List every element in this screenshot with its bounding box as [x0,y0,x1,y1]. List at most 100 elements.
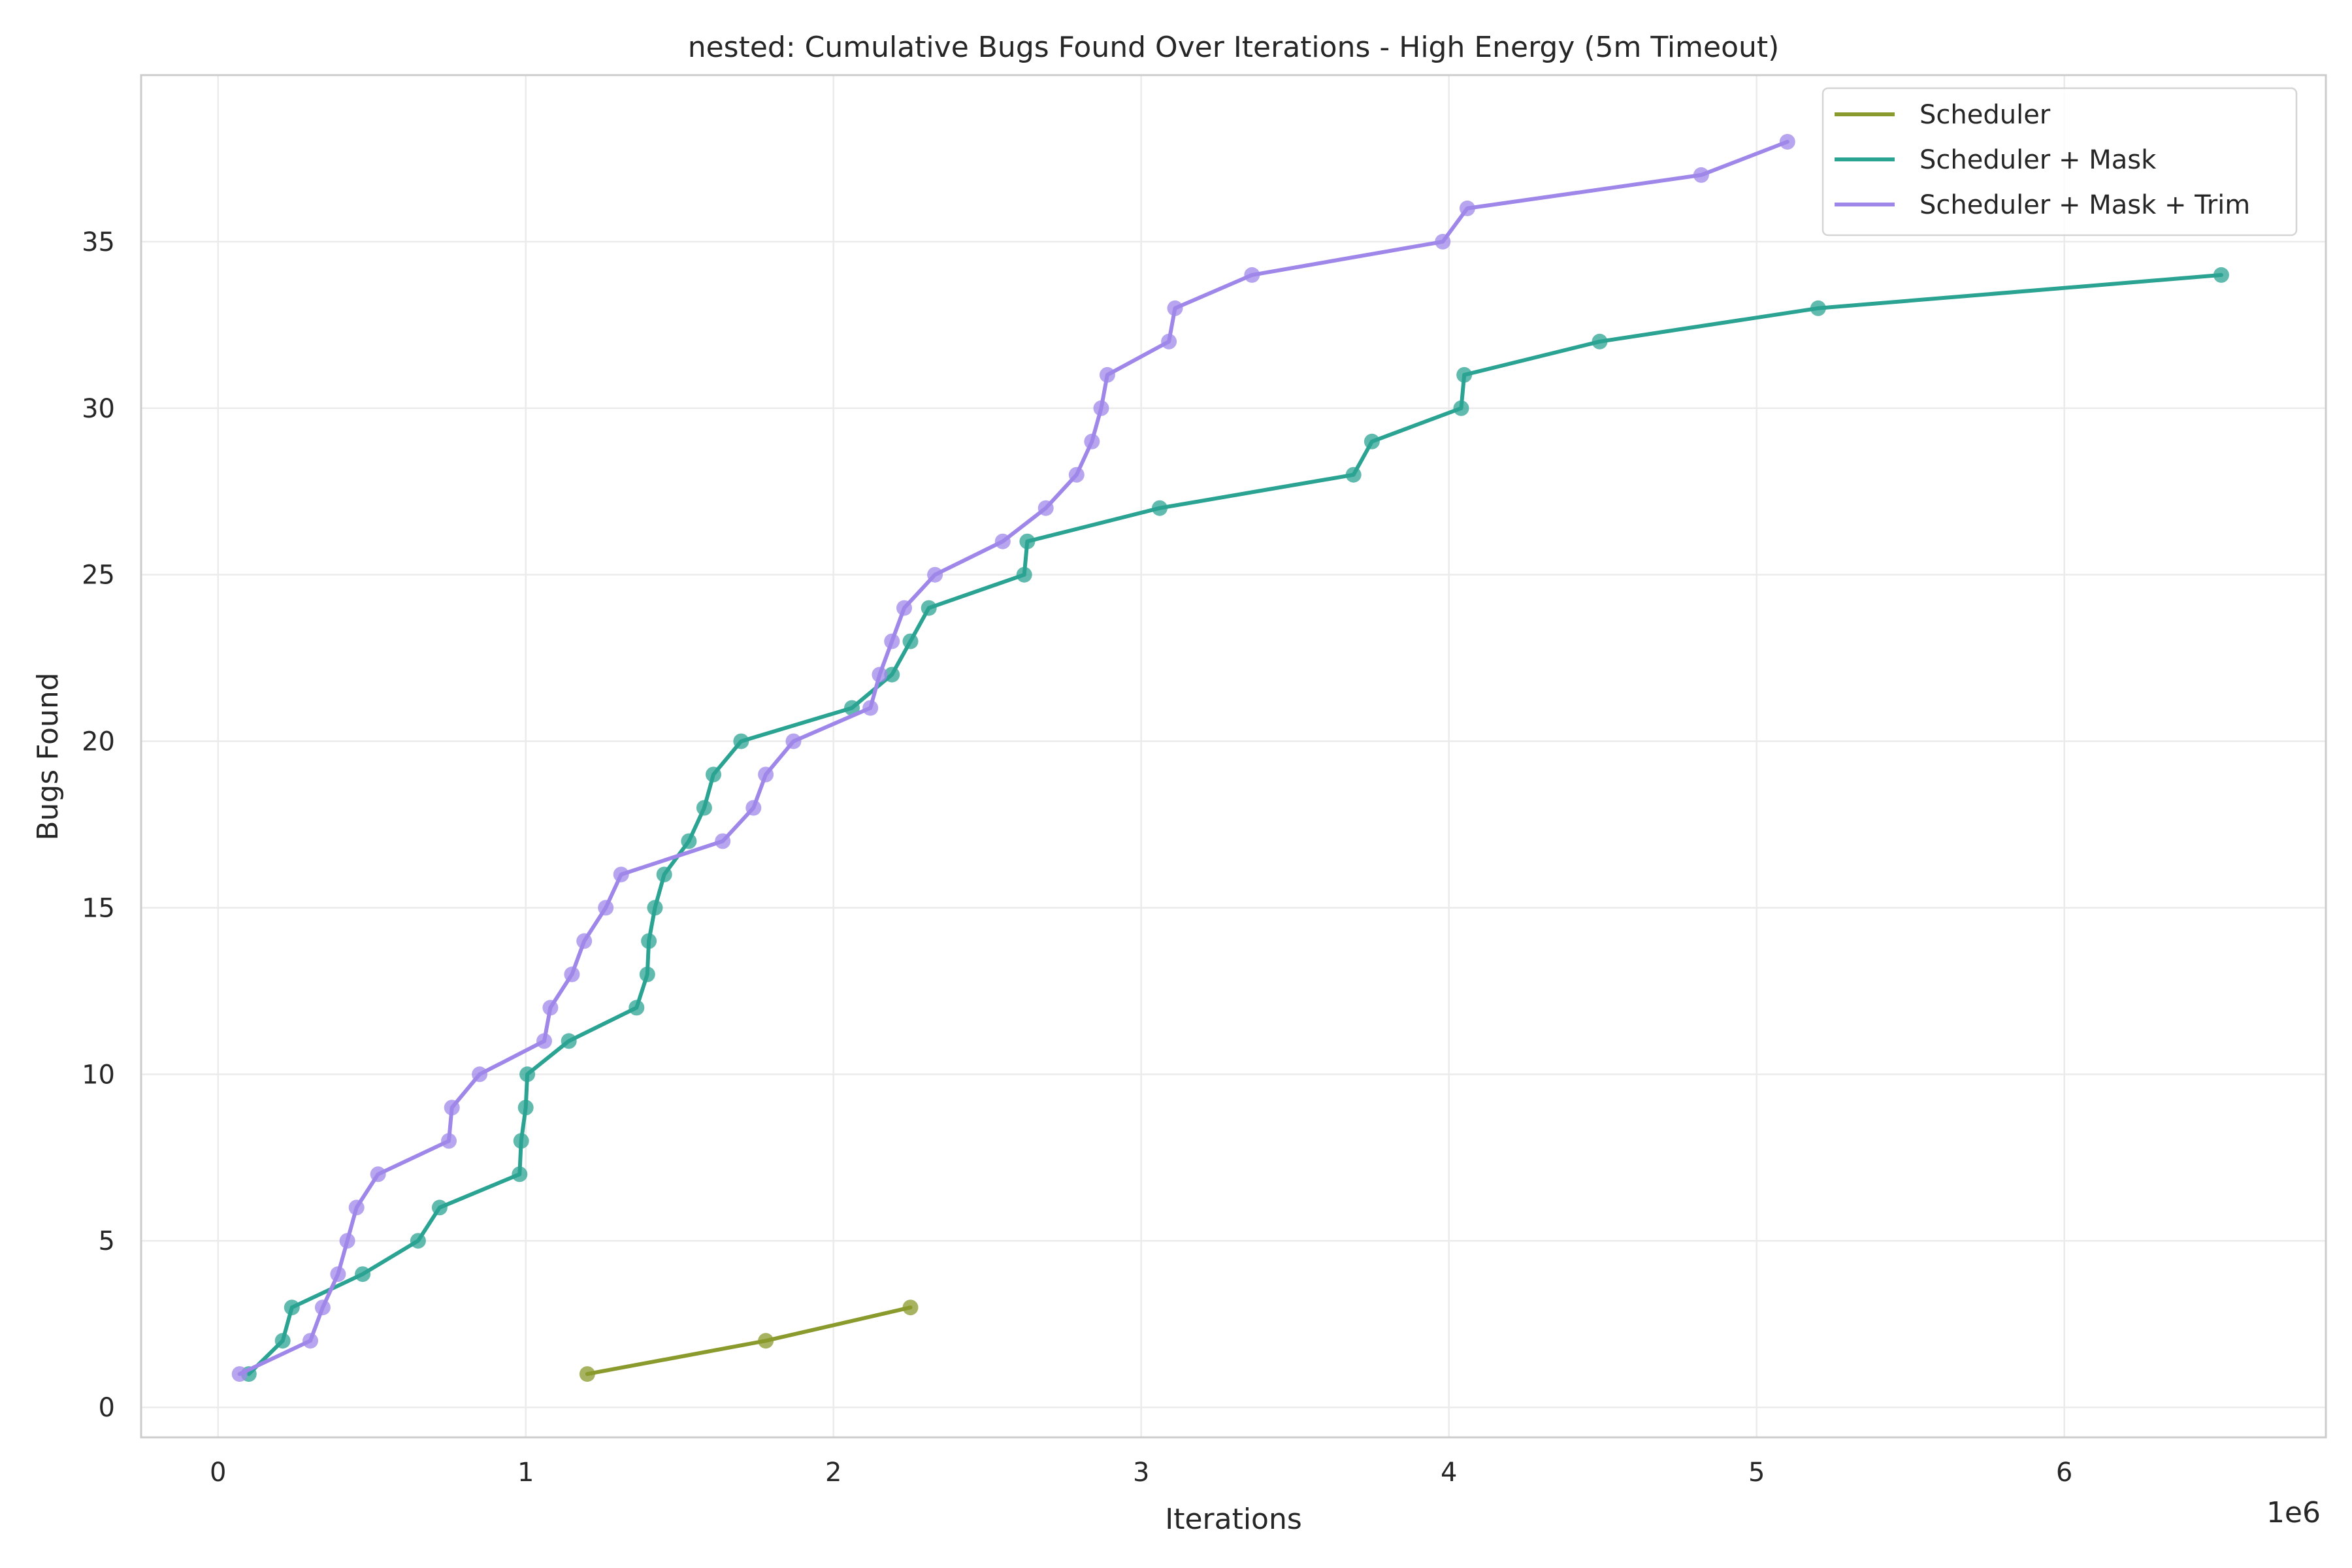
series-scheduler [579,1299,919,1382]
data-point-scheduler-mask [1810,300,1826,316]
plot-frame [140,74,2327,1439]
data-point-scheduler-mask-trim [536,1033,552,1049]
y-tick-label: 30 [82,394,115,424]
y-tick-label: 10 [82,1060,115,1090]
data-point-scheduler-mask [517,1100,534,1116]
data-point-scheduler-mask [884,666,900,683]
series-scheduler-mask [240,267,2229,1382]
x-axis-label: Iterations [1165,1503,1302,1536]
data-point-scheduler-mask-trim [564,966,580,983]
y-tick-labels: 0 5 10 15 20 25 30 35 [82,227,115,1423]
data-point-scheduler-mask [1364,433,1380,449]
series-scheduler-mask-trim [231,134,1795,1382]
series-layer [231,134,2229,1382]
legend-label-scheduler-mask: Scheduler + Mask [1919,145,2157,175]
x-tick-label: 1 [517,1458,534,1488]
legend-label-scheduler: Scheduler [1919,100,2051,130]
data-point-scheduler-mask [656,866,672,883]
y-tick-label: 35 [82,227,115,257]
data-point-scheduler-mask-trim [576,933,593,949]
data-point-scheduler-mask-trim [1084,433,1100,449]
data-point-scheduler-mask-trim [542,1000,559,1016]
data-point-scheduler-mask [1345,466,1362,483]
data-point-scheduler-mask [1453,400,1469,416]
data-point-scheduler-mask-trim [613,866,629,883]
data-point-scheduler [902,1299,919,1316]
legend-label-scheduler-mask-trim: Scheduler + Mask + Trim [1919,190,2250,220]
series-line-scheduler-mask-trim [237,140,1789,1377]
data-point-scheduler-mask-trim [862,700,879,716]
data-point-scheduler-mask [1592,333,1608,350]
data-point-scheduler-mask-trim [1779,134,1795,150]
data-point-scheduler-mask-trim [339,1233,355,1249]
data-point-scheduler-mask-trim [314,1299,331,1316]
series-line-scheduler [585,1305,913,1377]
data-point-scheduler-mask [1019,533,1036,549]
data-point-scheduler-mask [513,1133,529,1149]
data-point-scheduler-mask [512,1166,528,1183]
data-point-scheduler-mask [681,833,697,849]
data-point-scheduler-mask [696,800,712,816]
data-point-scheduler-mask [733,733,749,749]
data-point-scheduler-mask [647,900,663,916]
series-line-scheduler-mask [246,272,2223,1377]
data-point-scheduler-mask-trim [994,533,1011,549]
data-point-scheduler-mask [1016,566,1032,583]
data-point-scheduler-mask-trim [745,800,762,816]
x-tick-labels: 0 1 2 3 4 5 6 [210,1458,2072,1488]
data-point-scheduler-mask-trim [884,633,900,649]
x-offset-label: 1e6 [2266,1496,2321,1529]
data-point-scheduler-mask-trim [927,566,943,583]
data-point-scheduler-mask [2213,267,2229,283]
data-point-scheduler-mask-trim [598,900,614,916]
y-tick-label: 15 [82,893,115,923]
x-tick-label: 6 [2056,1458,2072,1488]
data-point-scheduler-mask-trim [1693,167,1709,183]
data-point-scheduler-mask-trim [715,833,731,849]
legend-box [1821,87,2298,237]
x-tick-label: 4 [1441,1458,1457,1488]
y-axis-label: Bugs Found [31,672,65,840]
data-point-scheduler-mask [519,1066,536,1083]
data-point-scheduler-mask [284,1299,300,1316]
data-point-scheduler-mask [639,966,655,983]
data-point-scheduler-mask [921,600,937,616]
data-point-scheduler-mask [844,700,860,716]
data-point-scheduler-mask [355,1266,371,1282]
data-point-scheduler-mask-trim [1161,333,1177,350]
data-point-scheduler-mask-trim [1093,400,1109,416]
x-tick-label: 3 [1133,1458,1149,1488]
data-point-scheduler-mask-trim [1167,300,1183,316]
data-point-scheduler-mask-trim [785,733,802,749]
legend: Scheduler Scheduler + Mask Scheduler + M… [1821,87,2298,237]
data-point-scheduler-mask-trim [758,766,774,783]
data-point-scheduler [758,1333,774,1349]
data-point-scheduler-mask-trim [472,1066,488,1083]
data-point-scheduler-mask-trim [1459,200,1475,216]
data-point-scheduler-mask-trim [231,1366,248,1382]
data-point-scheduler-mask-trim [441,1133,457,1149]
data-point-scheduler-mask-trim [370,1166,386,1183]
data-point-scheduler-mask-trim [1037,500,1054,516]
y-tick-label: 0 [99,1393,115,1423]
y-tick-label: 5 [99,1226,115,1256]
data-point-scheduler-mask-trim [330,1266,346,1282]
y-tick-label: 25 [82,561,115,591]
data-point-scheduler-mask-trim [1068,466,1085,483]
data-point-scheduler-mask [641,933,657,949]
data-point-scheduler-mask [274,1333,291,1349]
data-point-scheduler-mask-trim [302,1333,318,1349]
x-tick-label: 0 [210,1458,226,1488]
data-point-scheduler-mask-trim [1435,233,1451,250]
data-point-scheduler-mask-trim [1099,367,1115,383]
data-point-scheduler-mask [561,1033,577,1049]
data-point-scheduler-mask-trim [872,666,888,683]
y-tick-label: 20 [82,727,115,757]
data-point-scheduler-mask-trim [1244,267,1260,283]
data-point-scheduler-mask [1152,500,1168,516]
chart-title: nested: Cumulative Bugs Found Over Itera… [688,31,1780,64]
data-point-scheduler-mask [629,1000,645,1016]
x-tick-label: 2 [825,1458,841,1488]
